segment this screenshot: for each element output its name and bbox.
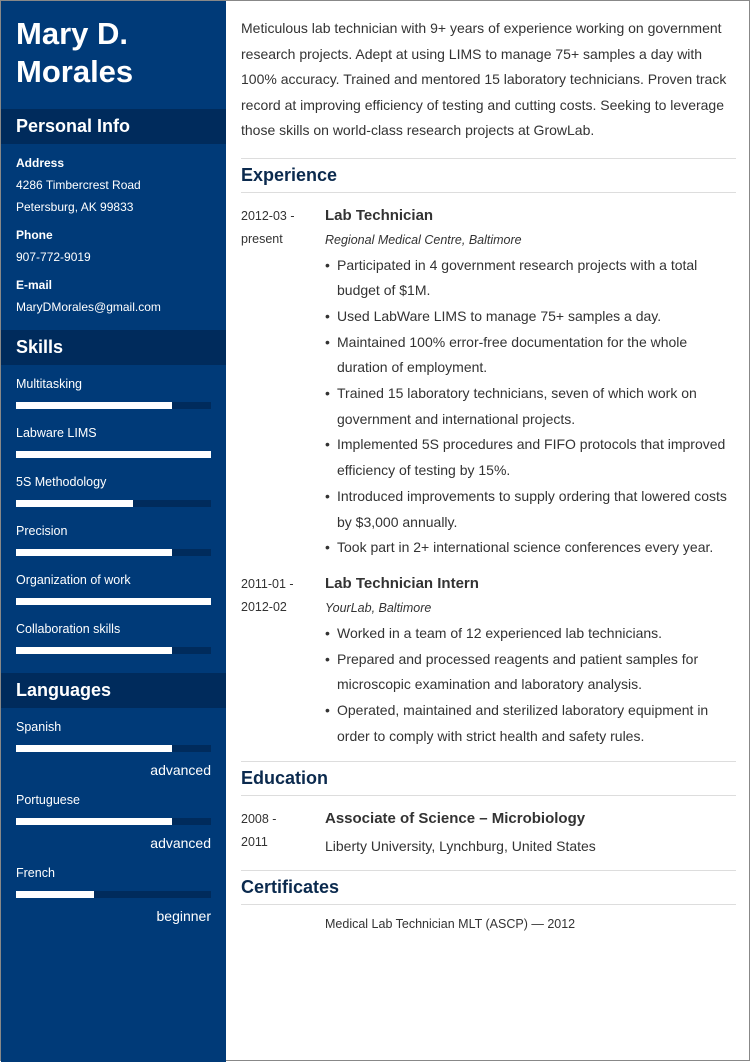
personal-info-heading: Personal Info — [1, 109, 226, 144]
email-label: E-mail — [16, 278, 53, 292]
certificate-item: Medical Lab Technician MLT (ASCP) — 2012 — [325, 917, 576, 932]
job-entry: 2012-03 - present Lab Technician Regional M… — [241, 205, 736, 561]
language-item: French beginner — [1, 854, 226, 927]
skill-name: 5S Methodology — [16, 475, 107, 489]
certificates-heading: Certificates — [241, 870, 736, 906]
job-title: Lab Technician — [325, 206, 434, 224]
job-bullet: Implemented 5S procedures and FIFO proto… — [325, 432, 736, 483]
address-line: 4286 Timbercrest Road — [16, 178, 141, 192]
skill-bar-fill — [16, 598, 211, 605]
language-level: advanced — [150, 835, 211, 851]
skill-bar — [16, 451, 211, 458]
skills-list: Multitasking Labware LIMS 5S Methodology Pr… — [1, 365, 226, 659]
job-bullet: Introduced improvements to supply orderi… — [325, 484, 736, 535]
skill-name: Labware LIMS — [16, 426, 97, 440]
language-bar-fill — [16, 745, 172, 752]
address-label: Address — [16, 156, 65, 170]
languages-heading: Languages — [1, 673, 226, 708]
edu-date-end: 2011 — [241, 835, 268, 850]
language-name: French — [16, 866, 55, 880]
skill-bar-fill — [16, 549, 172, 556]
skill-bar-fill — [16, 647, 172, 654]
skill-bar-fill — [16, 402, 172, 409]
languages-list: Spanish advanced Portuguese advanced French b… — [1, 708, 226, 927]
address-line: Petersburg, AK 99833 — [16, 200, 134, 214]
job-company: Regional Medical Centre, Baltimore — [325, 232, 522, 247]
school: Liberty University, Lynchburg, United St… — [325, 838, 596, 855]
skill-bar-fill — [16, 451, 211, 458]
skill-name: Collaboration skills — [16, 622, 121, 636]
edu-date-start: 2008 - — [241, 812, 277, 827]
experience-list: 2012-03 - present Lab Technician Regional M… — [241, 205, 736, 750]
job-date-end: present — [241, 231, 283, 246]
skill-bar-fill — [16, 500, 133, 507]
job-bullet: Participated in 4 government research pr… — [325, 253, 736, 304]
job-date-start: 2011-01 - — [241, 576, 294, 591]
skill-item: Labware LIMS — [1, 414, 226, 463]
education-heading: Education — [241, 761, 736, 797]
language-bar — [16, 891, 211, 898]
job-bullets: Participated in 4 government research pr… — [325, 253, 736, 561]
job-date-start: 2012-03 - — [241, 208, 295, 223]
skill-item: Collaboration skills — [1, 610, 226, 659]
skill-bar — [16, 647, 211, 654]
job-bullet: Operated, maintained and sterilized labo… — [325, 698, 736, 749]
main-content: Meticulous lab technician with 9+ years … — [241, 1, 736, 931]
skill-bar — [16, 549, 211, 556]
job-company: YourLab, Baltimore — [325, 600, 432, 615]
language-level: beginner — [156, 908, 212, 924]
job-bullet: Trained 15 laboratory technicians, seven… — [325, 381, 736, 432]
job-entry: 2011-01 - 2012-02 Lab Technician Intern You… — [241, 573, 736, 750]
job-bullet: Maintained 100% error-free documentation… — [325, 330, 736, 381]
candidate-name: Mary D. Morales — [16, 16, 134, 89]
language-name: Portuguese — [16, 793, 80, 807]
skill-name: Organization of work — [16, 573, 131, 587]
phone-label: Phone — [16, 228, 53, 242]
skill-bar — [16, 598, 211, 605]
education-entry: 2008 - 2011 Associate of Science – Microb… — [241, 808, 736, 862]
experience-heading: Experience — [241, 157, 736, 193]
skill-item: Precision — [1, 512, 226, 561]
job-bullet: Prepared and processed reagents and pati… — [325, 647, 736, 698]
language-bar — [16, 818, 211, 825]
skill-bar — [16, 500, 211, 507]
skill-item: Organization of work — [1, 561, 226, 610]
language-bar-fill — [16, 891, 94, 898]
language-item: Portuguese advanced — [1, 781, 226, 854]
phone-value: 907-772-9019 — [16, 250, 91, 264]
job-bullet: Worked in a team of 12 experienced lab t… — [325, 621, 736, 647]
job-title: Lab Technician Intern — [325, 574, 479, 592]
job-date-end: 2012-02 — [241, 599, 287, 614]
language-item: Spanish advanced — [1, 708, 226, 781]
degree: Associate of Science – Microbiology — [325, 810, 586, 828]
skill-item: Multitasking — [1, 365, 226, 414]
language-bar-fill — [16, 818, 172, 825]
skills-heading: Skills — [1, 330, 226, 365]
job-bullets: Worked in a team of 12 experienced lab t… — [325, 621, 736, 750]
language-name: Spanish — [16, 720, 62, 734]
language-bar — [16, 745, 211, 752]
skill-bar — [16, 402, 211, 409]
job-bullet: Used LabWare LIMS to manage 75+ samples … — [325, 304, 736, 330]
job-bullet: Took part in 2+ international science co… — [325, 535, 736, 561]
skill-name: Multitasking — [16, 377, 82, 391]
skill-name: Precision — [16, 524, 68, 538]
skill-item: 5S Methodology — [1, 463, 226, 512]
language-level: advanced — [150, 762, 211, 778]
sidebar: Mary D. Morales Personal Info Address 42… — [1, 1, 226, 1062]
email-value: MaryDMorales@gmail.com — [16, 300, 161, 314]
summary: Meticulous lab technician with 9+ years … — [241, 20, 727, 138]
